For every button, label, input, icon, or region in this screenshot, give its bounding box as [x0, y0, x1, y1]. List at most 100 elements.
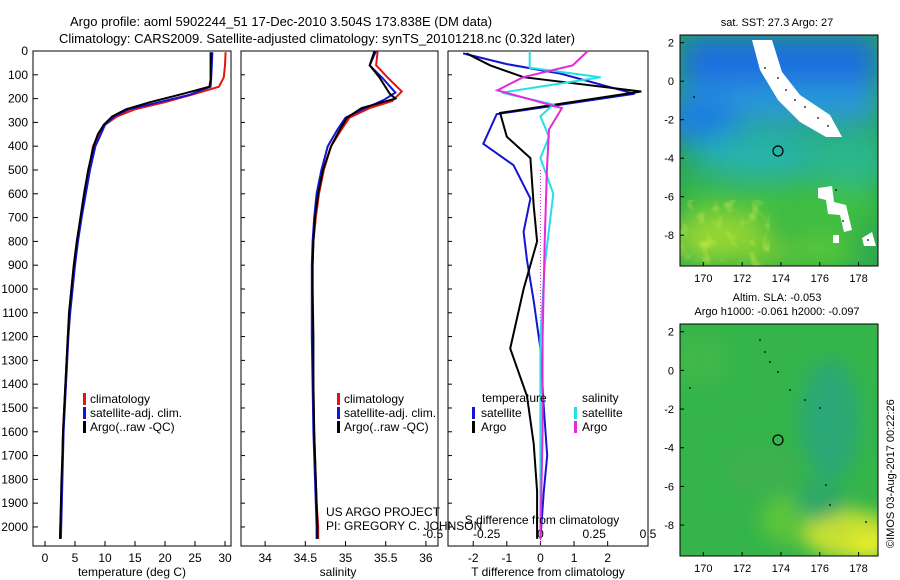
depth-tick-label: 1800 — [1, 472, 28, 486]
map-y-tick-label: -6 — [664, 192, 674, 204]
pi-credit: PI: GREGORY C. JOHNSON — [326, 519, 482, 533]
legend-swatch-t-argo — [472, 421, 475, 433]
depth-tick-label: 1400 — [1, 377, 28, 391]
legend-swatch-satellite — [337, 407, 340, 419]
sla-float-marker — [772, 434, 784, 446]
depth-tick-label: 0 — [21, 44, 28, 58]
depth-tick-label: 600 — [8, 187, 28, 201]
map-y-tick-label: -6 — [664, 481, 674, 493]
map-y-tick-label: -2 — [664, 115, 674, 127]
legend-label-s-satellite: satellite — [582, 406, 623, 420]
x-tick-label: 0 — [537, 551, 544, 565]
legend-label-argo: Argo(..raw -QC) — [344, 420, 429, 434]
x-tick-label: 5 — [72, 551, 79, 565]
depth-axis: 0 100 200 300 400 500 600 700 800 900 1000 1100 1200… — [1, 44, 452, 534]
salinity-line-climatology — [311, 50, 404, 539]
sla-map-field — [680, 324, 878, 556]
difference-line-t-argo — [466, 52, 642, 539]
depth-tick-label: 300 — [8, 115, 28, 129]
x-tick-label: 2 — [604, 551, 611, 565]
map-x-tick-label: 178 — [849, 273, 867, 285]
x-tick-label: 34.5 — [294, 551, 318, 565]
legend-label-t-argo: Argo — [481, 420, 507, 434]
legend-swatch-climatology — [337, 393, 340, 405]
depth-tick-label: 1000 — [1, 282, 28, 296]
depth-tick-label: 500 — [8, 163, 28, 177]
map-y-tick-label: -4 — [664, 153, 674, 165]
x-tick-label: 34 — [258, 551, 272, 565]
sst-map-field — [680, 35, 878, 266]
temperature-line-satellite — [59, 52, 214, 539]
depth-tick-label: 900 — [8, 258, 28, 272]
sst-float-marker — [772, 145, 784, 157]
temperature-series — [59, 52, 227, 539]
x-tick-label: 30 — [218, 551, 232, 565]
map-x-tick-label: 176 — [811, 273, 829, 285]
x-tick-label: 0 — [42, 551, 49, 565]
map-y-tick-label: -2 — [664, 404, 674, 416]
x-tick-label: 36 — [419, 551, 433, 565]
map-x-tick-label: 176 — [811, 563, 829, 575]
map-x-tick-label: 170 — [694, 563, 712, 575]
difference-panel-frame — [447, 50, 649, 547]
s-diff-tick-label: -0.25 — [473, 527, 501, 541]
legend-swatch-argo — [337, 421, 340, 433]
depth-tick-label: 1200 — [1, 330, 28, 344]
sla-map-frame — [679, 323, 879, 557]
project-credit: US ARGO PROJECT — [326, 505, 441, 519]
x-tick-label: 35 — [339, 551, 353, 565]
salinity-line-satellite — [310, 50, 397, 539]
salinity-axis-label: salinity — [320, 565, 357, 579]
s-diff-tick-label: 0.25 — [583, 527, 607, 541]
salinity-panel-frame — [240, 50, 439, 547]
map-x-tick-label: 174 — [772, 273, 790, 285]
figure-title-line2: Climatology: CARS2009. Satellite-adjuste… — [59, 31, 575, 46]
temperature-x-axis: 0 5 10 15 20 25 30 — [42, 541, 232, 565]
legend-swatch-satellite — [83, 407, 86, 419]
difference-line-s-argo — [494, 50, 589, 539]
legend-swatch-climatology — [83, 393, 86, 405]
difference-x-axis: -2-1012-0.5-0.2500.250.5 — [423, 527, 657, 565]
legend-label-climatology: climatology — [90, 392, 150, 406]
salinity-series — [310, 50, 404, 539]
legend-label-t-satellite: satellite — [481, 406, 522, 420]
depth-tick-label: 200 — [8, 92, 28, 106]
s-diff-tick-label: -0.5 — [423, 527, 444, 541]
t-difference-axis-label: T difference from climatology — [471, 565, 625, 579]
legend-swatch-s-argo — [574, 421, 577, 433]
map-x-tick-label: 172 — [733, 563, 751, 575]
difference-legend: temperature salinity satellite Argo sate… — [472, 391, 623, 434]
x-tick-label: 25 — [188, 551, 202, 565]
sst-map-title: sat. SST: 27.3 Argo: 27 — [721, 17, 834, 29]
map-x-tick-label: 170 — [694, 273, 712, 285]
sla-map-subtitle: Argo h1000: -0.061 h2000: -0.097 — [694, 306, 859, 318]
s-difference-axis-label: S difference from climatology — [465, 513, 620, 527]
temperature-panel-frame — [32, 50, 232, 547]
depth-tick-label: 1600 — [1, 425, 28, 439]
depth-tick-label: 800 — [8, 234, 28, 248]
temperature-line-argo — [59, 52, 212, 539]
map-x-tick-label: 178 — [849, 563, 867, 575]
map-y-tick-label: 0 — [668, 365, 674, 377]
x-tick-label: -2 — [468, 551, 479, 565]
temperature-line-climatology — [59, 52, 227, 539]
legend-label-satellite: satellite-adj. clim. — [344, 406, 436, 420]
salinity-x-axis: 34 34.5 35 35.5 36 — [258, 541, 433, 565]
sst-map-axes: 170 172 174 176 178 -8 -6 -4 -2 0 2 — [664, 38, 868, 285]
depth-tick-label: 1100 — [2, 306, 28, 320]
depth-tick-label: 700 — [8, 211, 28, 225]
map-x-tick-label: 172 — [733, 273, 751, 285]
legend-label-argo: Argo(..raw -QC) — [90, 420, 175, 434]
sst-map-frame — [679, 34, 879, 267]
sla-map-axes: 170 172 174 176 178 -8 -6 -4 -2 0 2 — [664, 327, 868, 575]
salinity-legend: climatology satellite-adj. clim. Argo(..… — [337, 392, 436, 434]
legend-swatch-s-satellite — [574, 407, 577, 419]
map-y-tick-label: 2 — [668, 38, 674, 50]
imos-timestamp: ©IMOS 03-Aug-2017 00:22:26 — [885, 399, 897, 548]
map-y-tick-label: 0 — [668, 76, 674, 88]
sla-map-title: Altim. SLA: -0.053 — [733, 292, 822, 304]
difference-series — [462, 50, 642, 546]
depth-tick-label: 400 — [8, 139, 28, 153]
legend-label-s-argo: Argo — [582, 420, 608, 434]
